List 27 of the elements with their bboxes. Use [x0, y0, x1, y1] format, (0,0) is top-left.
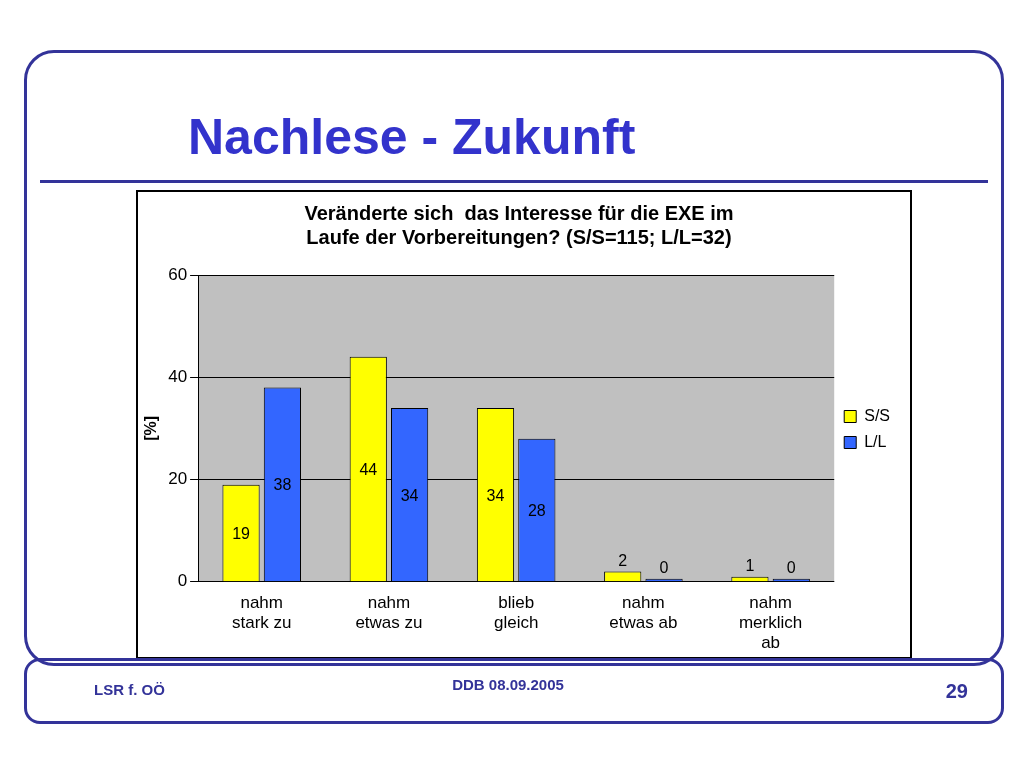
y-axis-title: [%]: [142, 415, 160, 441]
y-tick-label: 0: [177, 571, 188, 591]
x-tick-label: nahm etwas ab: [609, 592, 678, 633]
x-tick-label: nahm merklich ab: [738, 592, 803, 653]
data-label: 38: [273, 476, 292, 494]
y-tick-label: 60: [168, 264, 188, 284]
chart-title: Nachlese - Zukunft: [188, 108, 636, 166]
data-label: 19: [232, 524, 251, 542]
text: DDB 08.09.2005: [451, 676, 565, 693]
data-label: 28: [527, 501, 546, 519]
legend-label: S/S: [864, 406, 891, 424]
text: LSR f. OÖ: [94, 681, 165, 698]
data-label: 34: [400, 486, 419, 504]
legend-label: L/L: [864, 432, 887, 450]
x-tick-label: nahm stark zu: [231, 592, 292, 633]
y-tick-label: 40: [168, 366, 188, 386]
data-label: 1: [745, 556, 755, 574]
data-label: 0: [659, 558, 669, 576]
y-tick-label: 20: [168, 469, 188, 489]
x-tick-label: blieb gleich: [493, 592, 539, 633]
data-label: 34: [486, 486, 505, 504]
data-label: 0: [786, 558, 796, 576]
data-label: 2: [618, 551, 628, 569]
text: 29: [944, 680, 968, 703]
data-label: 44: [359, 461, 378, 479]
chart-subtitle: Veränderte sich das Interesse für die EXE im Laufe der Vorbereitungen? (S/S=115; L/L=32): [304, 201, 734, 248]
x-tick-label: nahm etwas zu: [355, 592, 423, 633]
